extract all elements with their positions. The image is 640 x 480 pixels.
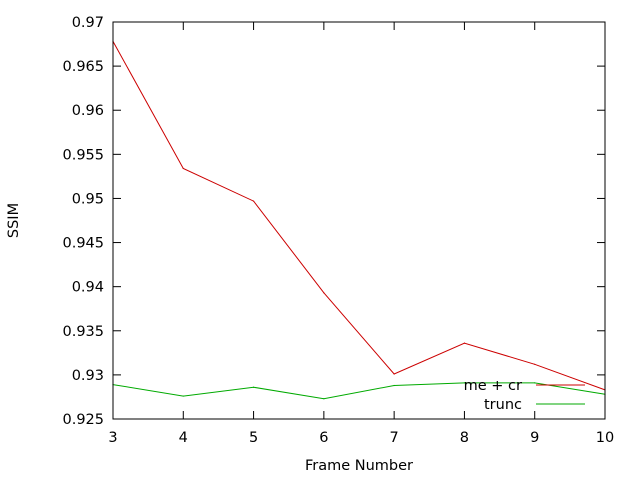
y-tick-label: 0.96 (72, 103, 104, 119)
x-tick-label: 7 (390, 430, 399, 446)
series-1-point (323, 398, 325, 400)
series-0-point (534, 363, 536, 365)
y-tick-label: 0.95 (72, 191, 104, 207)
y-tick-label: 0.93 (72, 368, 104, 384)
series-0-point (323, 292, 325, 294)
x-tick-label: 9 (530, 430, 539, 446)
x-axis-title: Frame Number (305, 458, 413, 474)
x-tick-label: 10 (596, 430, 614, 446)
x-tick-label: 4 (179, 430, 188, 446)
legend: me + cr trunc (464, 378, 585, 413)
series-line-0 (112, 41, 606, 391)
y-tick-label: 0.955 (62, 147, 104, 163)
legend-label-1: trunc (484, 397, 522, 413)
plot-series (112, 40, 606, 400)
series-1-point (534, 382, 536, 384)
legend-label-0: me + cr (464, 378, 522, 394)
axis-ticks: 3 4 5 6 7 8 9 10 0.925 0.93 0.935 0.94 0.945 0.95 0.95… (62, 15, 614, 446)
series-0-point (393, 373, 395, 375)
series-1-point (393, 384, 395, 387)
series-0-point (463, 342, 466, 344)
x-tick-label: 3 (108, 430, 117, 446)
y-tick-label: 0.945 (62, 236, 104, 252)
y-tick-label: 0.965 (62, 59, 104, 75)
plot-frame (112, 21, 606, 420)
x-tick-label: 6 (319, 430, 328, 446)
y-tick-label: 0.935 (62, 324, 104, 340)
y-axis-title: SSIM (6, 203, 22, 238)
x-tick-label: 8 (460, 430, 469, 446)
series-0-point (252, 200, 255, 202)
series-0-point (182, 167, 184, 170)
x-tick-label: 5 (249, 430, 258, 446)
series-1-point (252, 386, 255, 388)
series-line-1 (112, 382, 606, 400)
y-tick-label: 0.94 (72, 280, 104, 296)
y-tick-label: 0.925 (62, 412, 104, 428)
series-1-point (463, 382, 466, 384)
series-1-point (182, 395, 184, 397)
y-tick-label: 0.97 (72, 15, 104, 31)
